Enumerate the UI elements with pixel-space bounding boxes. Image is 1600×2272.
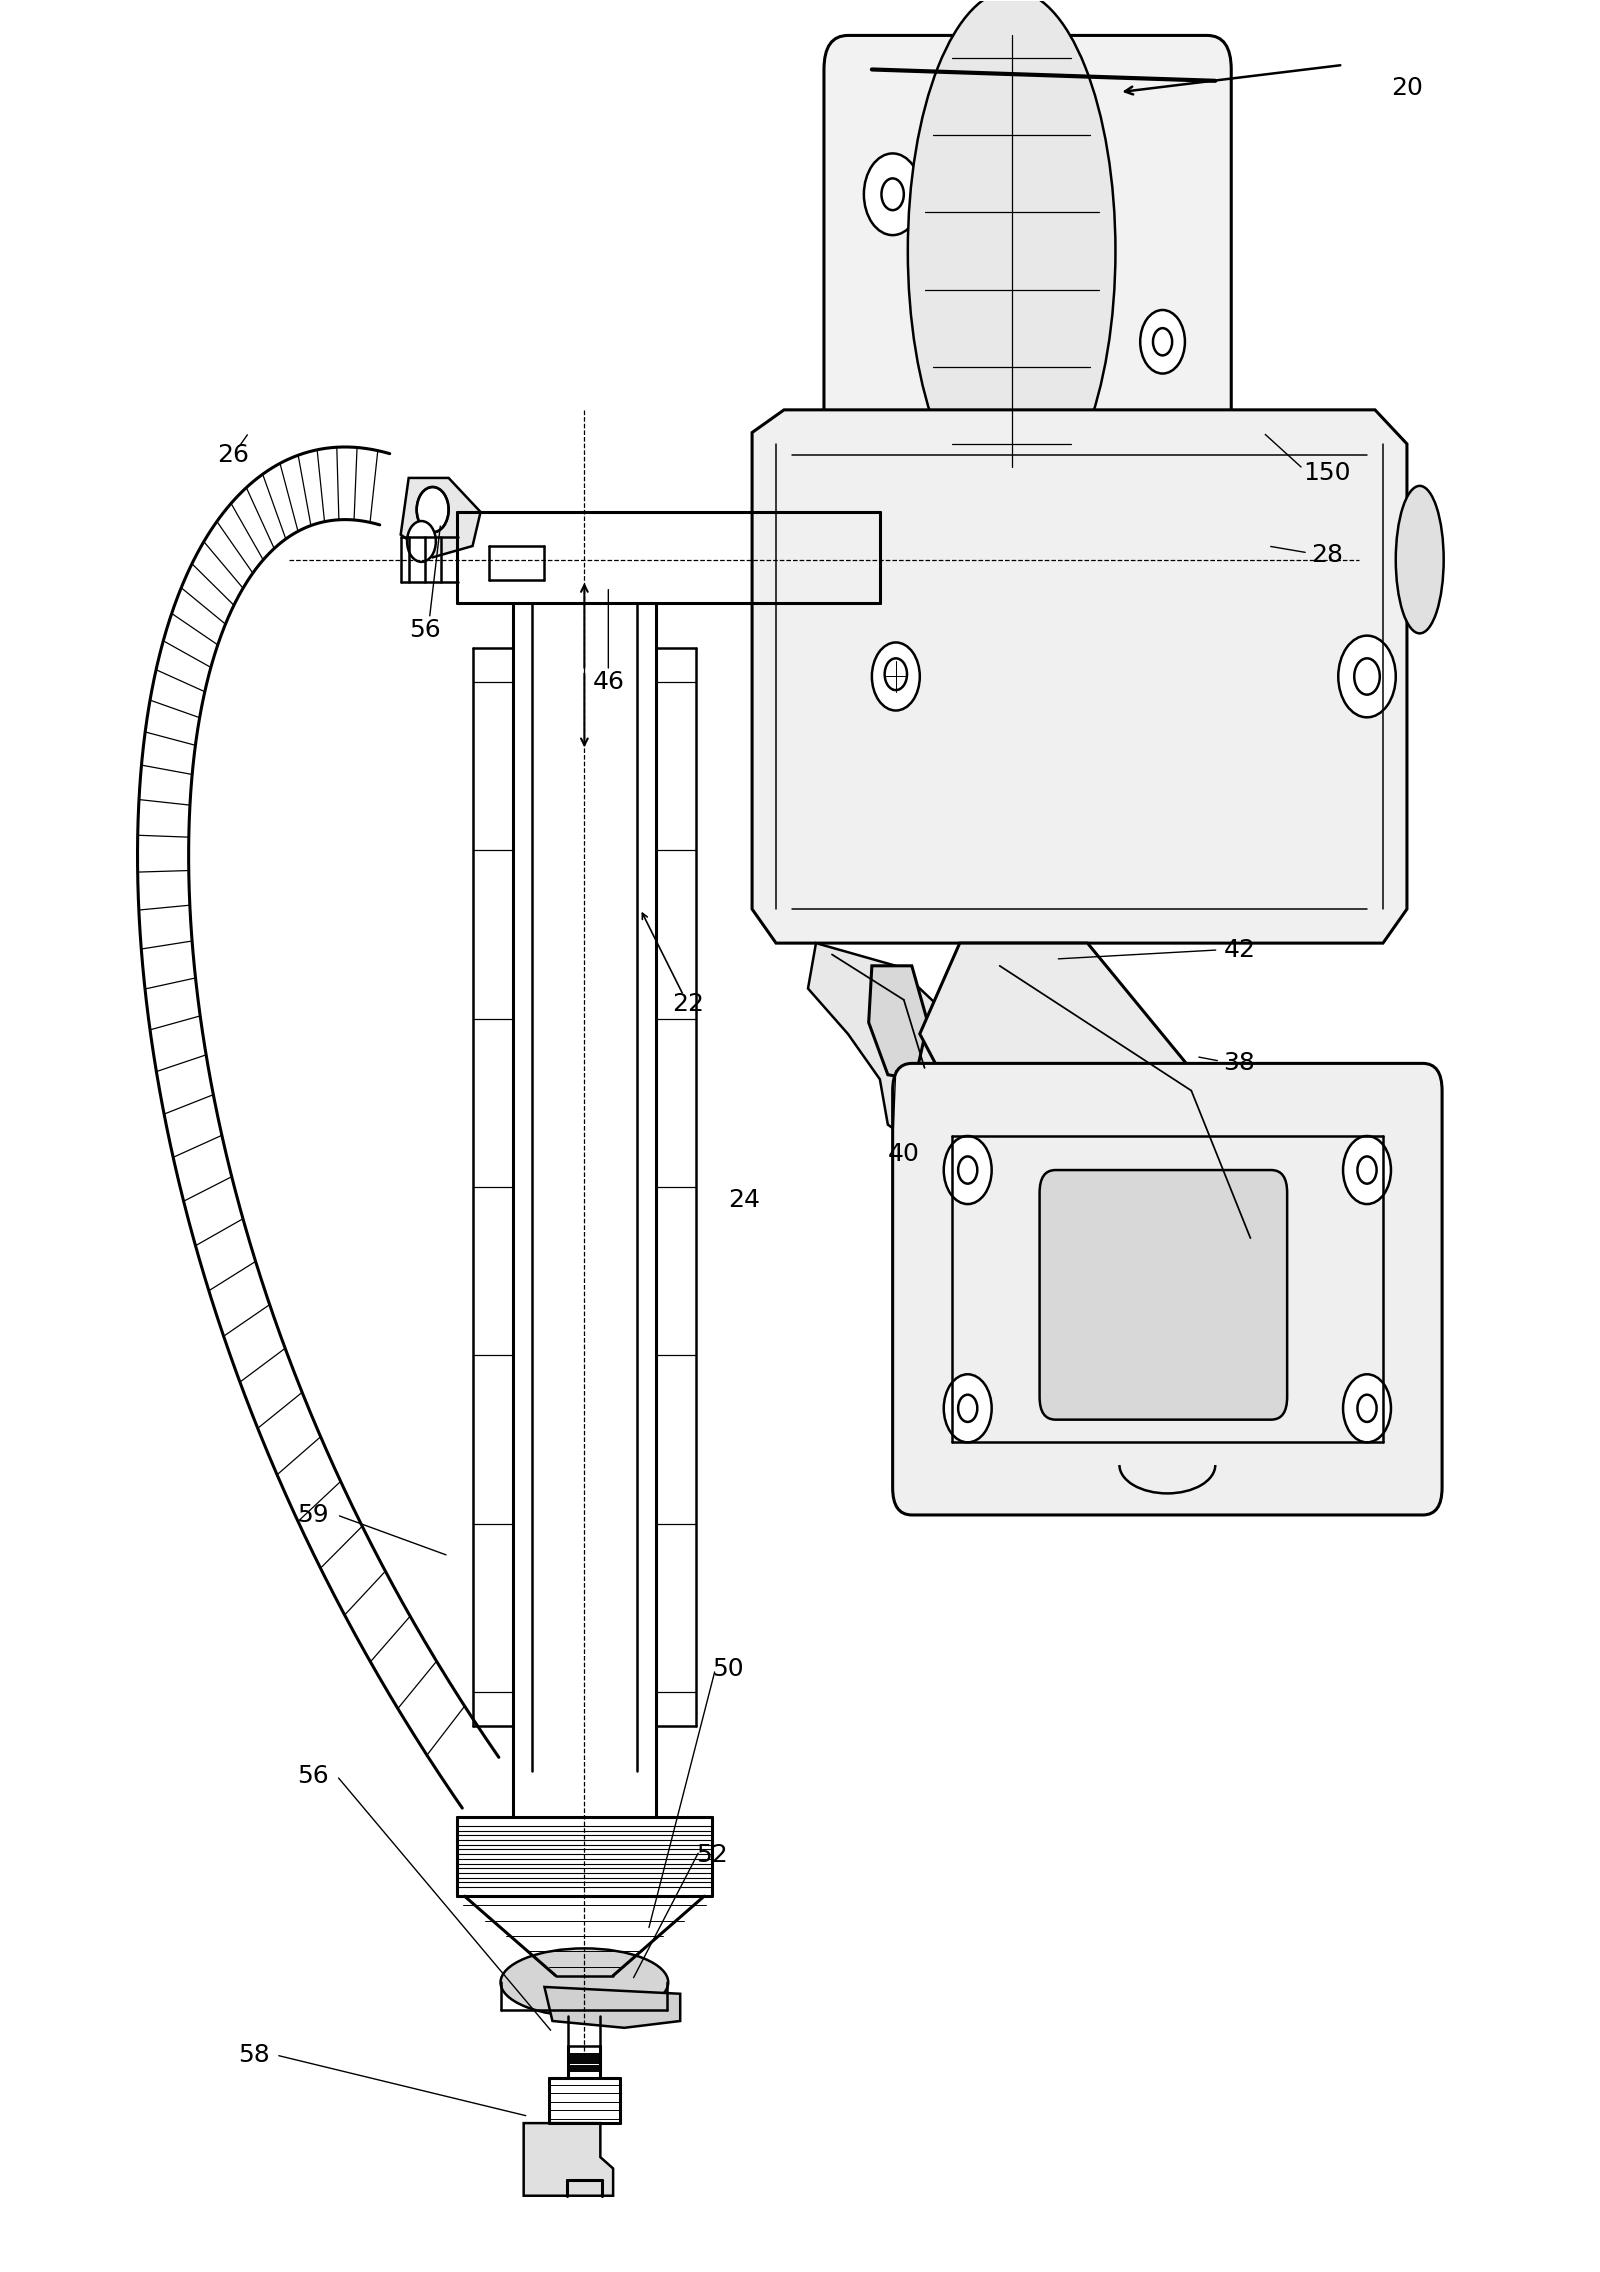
Text: 22: 22 [672,993,704,1016]
Circle shape [1190,1304,1242,1377]
FancyBboxPatch shape [824,36,1232,511]
Text: 38: 38 [1224,1052,1254,1075]
Ellipse shape [501,1949,669,2018]
Text: 56: 56 [298,1763,328,1788]
Text: 26: 26 [218,443,250,468]
Text: 50: 50 [712,1656,744,1681]
Text: 40: 40 [888,1143,920,1166]
Polygon shape [920,943,1278,1465]
Text: 59: 59 [298,1504,328,1527]
Text: 58: 58 [238,2043,269,2068]
Text: 24: 24 [728,1188,760,1211]
Circle shape [1342,1136,1390,1204]
Text: 150: 150 [1302,461,1350,486]
Polygon shape [752,409,1406,943]
Circle shape [1342,1375,1390,1443]
Circle shape [406,520,435,561]
Circle shape [1338,636,1395,718]
FancyBboxPatch shape [1040,1170,1286,1420]
Polygon shape [808,943,944,1147]
Text: 20: 20 [1390,75,1422,100]
Circle shape [416,486,448,532]
Circle shape [944,1375,992,1443]
Text: 56: 56 [408,618,440,643]
Circle shape [864,154,922,234]
Text: 28: 28 [1310,543,1342,568]
Circle shape [944,1136,992,1204]
Polygon shape [523,2122,613,2195]
Text: 46: 46 [592,670,624,695]
Circle shape [872,643,920,711]
Text: 52: 52 [696,1843,728,1868]
Circle shape [1141,309,1186,373]
Ellipse shape [1395,486,1443,634]
FancyBboxPatch shape [893,1063,1442,1515]
Circle shape [1062,1088,1114,1161]
Text: 42: 42 [1224,938,1256,961]
Polygon shape [400,477,480,557]
Polygon shape [544,1988,680,2029]
Ellipse shape [960,454,1064,659]
Ellipse shape [907,0,1115,511]
Polygon shape [869,966,928,1079]
